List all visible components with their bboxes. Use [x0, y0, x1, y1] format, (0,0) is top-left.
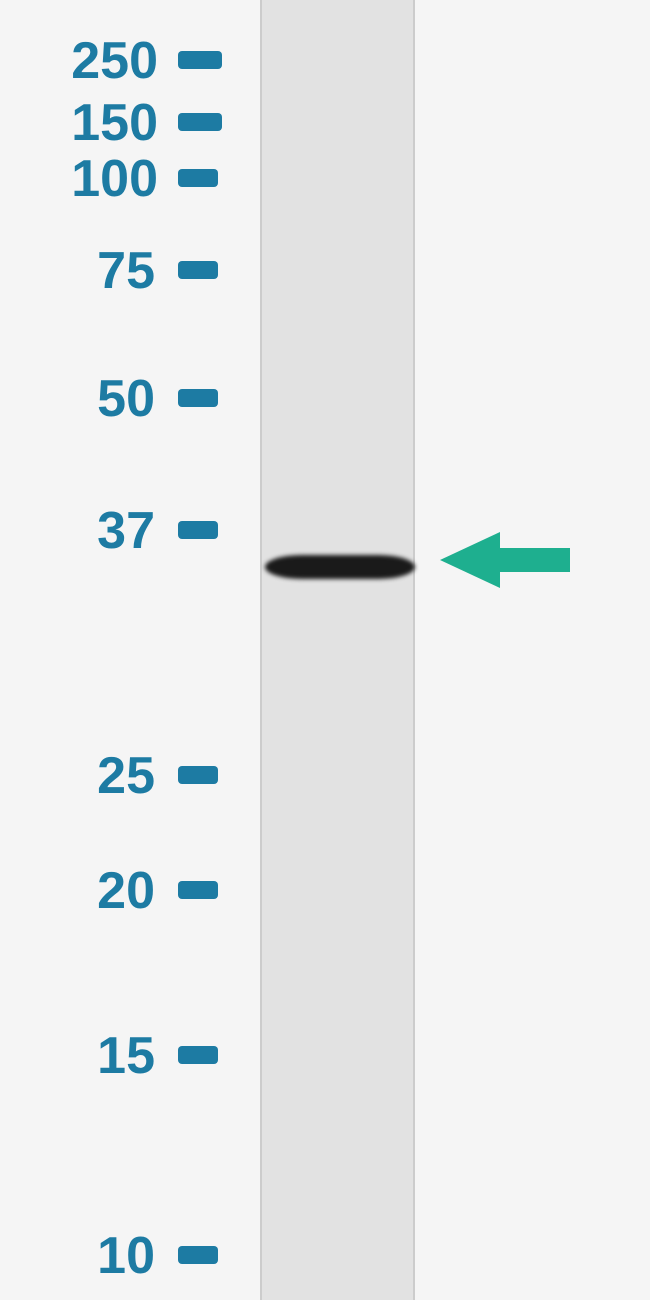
marker-tick-50: [178, 389, 218, 407]
marker-label-25: 25: [75, 746, 155, 806]
protein-band: [265, 555, 415, 579]
marker-tick-25: [178, 766, 218, 784]
arrow-head-icon: [440, 532, 500, 588]
marker-tick-75: [178, 261, 218, 279]
marker-tick-15: [178, 1046, 218, 1064]
blot-lane: [260, 0, 415, 1300]
marker-label-20: 20: [75, 861, 155, 921]
marker-label-100: 100: [48, 149, 158, 209]
arrow-tail: [500, 548, 570, 572]
marker-tick-250: [178, 51, 222, 69]
marker-label-37: 37: [75, 501, 155, 561]
marker-tick-20: [178, 881, 218, 899]
western-blot-container: 250150100 75 50 37 25 20 15 10: [0, 0, 650, 1300]
marker-tick-37: [178, 521, 218, 539]
marker-tick-150: [178, 113, 222, 131]
marker-label-250: 250: [48, 31, 158, 91]
marker-label-75: 75: [75, 241, 155, 301]
marker-label-10: 10: [75, 1226, 155, 1286]
marker-label-15: 15: [75, 1026, 155, 1086]
marker-label-150: 150: [48, 93, 158, 153]
marker-tick-10: [178, 1246, 218, 1264]
marker-label-50: 50: [75, 369, 155, 429]
marker-tick-100: [178, 169, 218, 187]
